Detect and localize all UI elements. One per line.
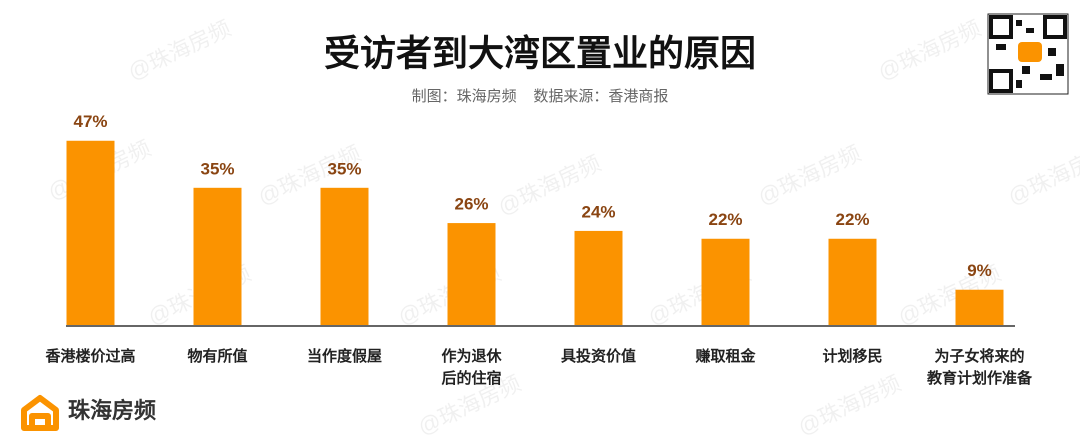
watermark: @珠海房频	[874, 16, 985, 85]
value-label: 35%	[200, 159, 234, 178]
bar	[320, 187, 369, 325]
bar	[447, 223, 496, 325]
x-tick-label: 作为退休 后的住宿	[441, 348, 502, 387]
value-label: 22%	[835, 210, 869, 229]
bar	[574, 230, 623, 325]
x-tick-label: 具投资价值	[560, 348, 636, 365]
bar	[66, 140, 115, 325]
watermark: @珠海房频	[124, 16, 235, 85]
value-label: 26%	[454, 195, 488, 214]
value-label: 22%	[708, 210, 742, 229]
watermark: @珠海房频	[1004, 141, 1080, 210]
qr-code	[987, 13, 1069, 95]
x-tick-label: 计划移民	[822, 348, 883, 365]
logo-text: 珠海房频	[68, 398, 156, 423]
logo-icon	[21, 395, 59, 431]
value-label: 9%	[967, 261, 992, 280]
value-label: 47%	[73, 112, 107, 131]
chart-subtitle: 制图：珠海房频 数据来源：香港商报	[412, 88, 669, 105]
chart-title: 受访者到大湾区置业的原因	[324, 33, 756, 74]
x-tick-label: 赚取租金	[695, 348, 756, 365]
x-tick-label: 为子女将来的 教育计划作准备	[926, 348, 1032, 387]
bar	[828, 238, 877, 325]
value-label: 35%	[327, 159, 361, 178]
x-tick-label: 当作度假屋	[306, 348, 382, 365]
x-tick-label: 香港楼价过高	[45, 348, 136, 365]
bar	[701, 238, 750, 325]
bar	[955, 289, 1004, 325]
value-label: 24%	[581, 202, 615, 221]
bar	[193, 187, 242, 325]
watermark: @珠海房频	[794, 371, 905, 440]
watermark: @珠海房频	[754, 141, 865, 210]
x-tick-label: 物有所值	[187, 348, 248, 365]
